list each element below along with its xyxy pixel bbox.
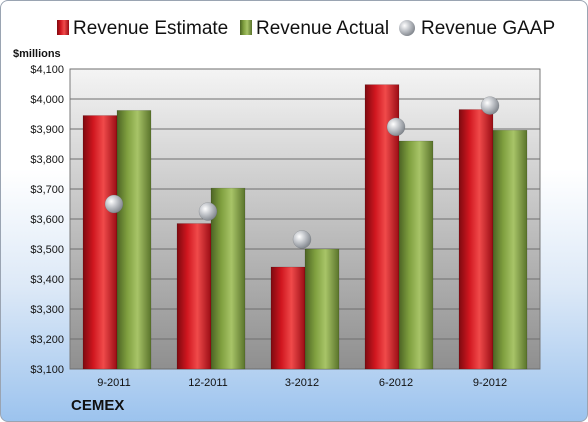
legend-item-gaap: Revenue GAAP bbox=[399, 18, 555, 39]
y-axis-ticks: $3,100 $3,200 $3,300 $3,400 $3,500 $3,600 $3,7… bbox=[30, 64, 64, 376]
gaap-point bbox=[480, 96, 500, 115]
estimate-bar bbox=[270, 266, 306, 370]
estimate-bar bbox=[458, 109, 494, 370]
y-tick-label: $3,700 bbox=[30, 184, 64, 196]
x-axis-ticks: 9-2011 12-2011 3-2012 6-2012 9-2012 bbox=[97, 377, 507, 389]
gaap-point bbox=[292, 230, 312, 249]
legend-item-actual: Revenue Actual bbox=[240, 18, 389, 39]
legend: Revenue Estimate Revenue Actual Revenue … bbox=[57, 18, 555, 39]
actual-bar bbox=[398, 140, 434, 370]
estimate-bar bbox=[82, 115, 118, 370]
y-tick-label: $3,300 bbox=[30, 304, 64, 316]
legend-label-estimate: Revenue Estimate bbox=[73, 18, 228, 39]
legend-label-gaap: Revenue GAAP bbox=[421, 18, 555, 39]
gaap-point bbox=[386, 117, 406, 137]
x-tick-label: 12-2011 bbox=[188, 377, 228, 389]
y-tick-label: $3,900 bbox=[30, 124, 64, 136]
y-tick-label: $3,800 bbox=[30, 154, 64, 166]
x-tick-label: 9-2012 bbox=[473, 377, 507, 389]
y-tick-label: $4,100 bbox=[30, 64, 64, 76]
estimate-bar bbox=[176, 223, 212, 370]
bars bbox=[82, 84, 528, 370]
x-tick-label: 6-2012 bbox=[379, 377, 413, 389]
legend-swatch-actual bbox=[240, 20, 252, 35]
y-tick-label: $3,200 bbox=[30, 334, 64, 346]
legend-swatch-gaap bbox=[399, 20, 415, 36]
actual-bar bbox=[304, 248, 340, 370]
y-axis-unit-label: $millions bbox=[13, 48, 61, 60]
gaap-point bbox=[198, 202, 218, 221]
legend-item-estimate: Revenue Estimate bbox=[57, 18, 228, 39]
legend-swatch-estimate bbox=[57, 20, 69, 35]
actual-bar bbox=[492, 129, 528, 370]
y-tick-label: $4,000 bbox=[30, 94, 64, 106]
x-tick-label: 3-2012 bbox=[285, 377, 319, 389]
y-tick-label: $3,500 bbox=[30, 244, 64, 256]
x-tick-label: 9-2011 bbox=[97, 377, 130, 389]
actual-bar bbox=[210, 187, 246, 370]
actual-bar bbox=[116, 110, 152, 370]
gaap-point bbox=[104, 194, 124, 214]
gaap-points bbox=[104, 96, 500, 249]
y-tick-label: $3,600 bbox=[30, 214, 64, 226]
y-tick-label: $3,400 bbox=[30, 274, 64, 286]
company-name: CEMEX bbox=[71, 397, 125, 414]
legend-label-actual: Revenue Actual bbox=[256, 18, 389, 39]
y-tick-label: $3,100 bbox=[30, 364, 64, 376]
